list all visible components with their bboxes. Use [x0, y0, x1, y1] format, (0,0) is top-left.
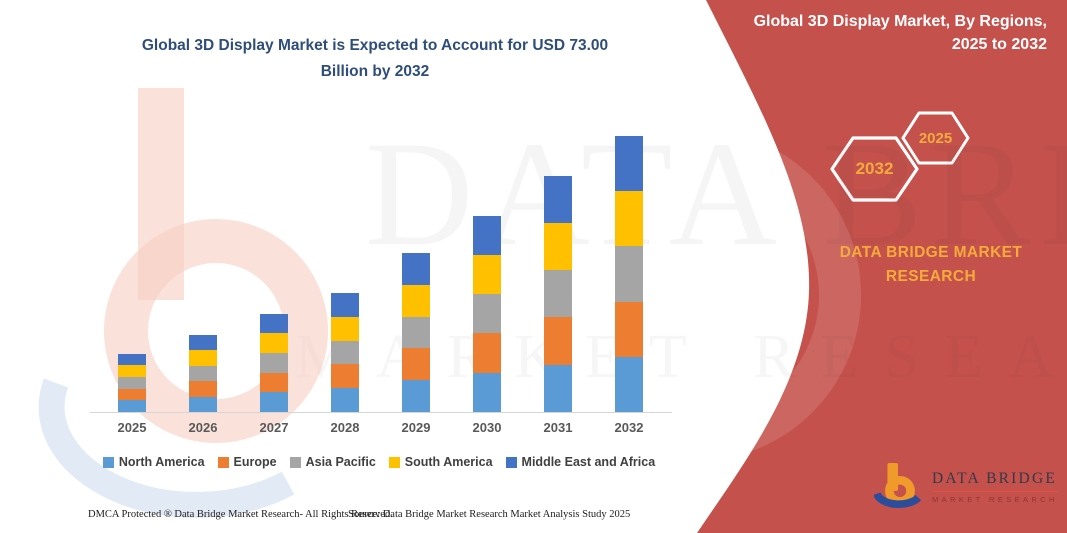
chart-title-line2: Billion by 2032	[320, 62, 430, 80]
bar-segment-2027-north-america	[260, 392, 288, 412]
red-diagonal-panel	[697, 0, 1067, 533]
bar-segment-2026-north-america	[189, 396, 217, 412]
panel-ghost-arc	[697, 129, 861, 461]
bar-segment-2032-asia-pacific	[615, 246, 643, 302]
panel-brand-line1: DATA BRIDGE MARKET	[839, 244, 1023, 261]
bar-segment-2032-south-america	[615, 191, 643, 247]
bar-segment-2029-north-america	[402, 380, 430, 412]
stacked-bar-2030	[473, 215, 501, 412]
legend-item-north-america: North America	[102, 455, 205, 469]
legend-label: Europe	[233, 455, 277, 469]
bar-segment-2031-middle-east-and-africa	[544, 175, 572, 223]
legend-swatch-icon	[388, 456, 400, 468]
legend-item-middle-east-and-africa: Middle East and Africa	[505, 455, 656, 469]
bar-segment-2025-north-america	[118, 400, 146, 412]
legend-item-asia-pacific: Asia Pacific	[289, 455, 376, 469]
legend-swatch-icon	[102, 456, 114, 468]
chart-title-line1: Global 3D Display Market is Expected to …	[141, 37, 609, 54]
bar-segment-2025-south-america	[118, 365, 146, 377]
panel-heading-line1: Global 3D Display Market, By Regions,	[753, 13, 1047, 30]
bar-segment-2029-middle-east-and-africa	[402, 253, 430, 285]
bar-segment-2032-north-america	[615, 356, 643, 412]
bar-segment-2030-south-america	[473, 254, 501, 295]
bar-segment-2031-south-america	[544, 222, 572, 271]
legend-item-south-america: South America	[388, 455, 493, 469]
badge-2032-year: 2032	[855, 159, 894, 178]
bar-segment-2025-middle-east-and-africa	[118, 353, 146, 366]
plot-area	[90, 136, 670, 412]
bar-segment-2027-south-america	[260, 333, 288, 353]
x-axis-label-2027: 2027	[259, 420, 289, 435]
stacked-bar-2026	[189, 334, 217, 412]
legend-label: South America	[404, 455, 493, 469]
bar-segment-2027-asia-pacific	[260, 352, 288, 373]
bar-segment-2026-asia-pacific	[189, 365, 217, 381]
bar-segment-2025-asia-pacific	[118, 376, 146, 389]
bar-segment-2028-middle-east-and-africa	[331, 293, 359, 317]
bar-segment-2026-europe	[189, 381, 217, 397]
legend-item-europe: Europe	[217, 455, 277, 469]
x-axis-labels: 2025 2026 2027 2028 2029 2030 2031 2032	[90, 420, 670, 438]
bar-segment-2030-middle-east-and-africa	[473, 215, 501, 255]
bar-segment-2030-north-america	[473, 372, 501, 412]
bar-segment-2029-europe	[402, 348, 430, 381]
bar-segment-2029-south-america	[402, 284, 430, 317]
bar-segment-2027-middle-east-and-africa	[260, 313, 288, 334]
bar-segment-2032-europe	[615, 301, 643, 357]
panel-heading: Global 3D Display Market, By Regions, 20…	[707, 10, 1047, 56]
x-axis-label-2025: 2025	[117, 420, 147, 435]
bar-segment-2029-asia-pacific	[402, 316, 430, 349]
stacked-bar-2025	[118, 353, 146, 412]
bar-segment-2030-asia-pacific	[473, 294, 501, 334]
x-axis-line	[90, 412, 672, 413]
legend-label: Asia Pacific	[305, 455, 376, 469]
panel-heading-line2: 2025 to 2032	[951, 36, 1047, 54]
x-axis-label-2030: 2030	[472, 420, 502, 435]
bar-segment-2028-asia-pacific	[331, 340, 359, 365]
bar-segment-2026-south-america	[189, 350, 217, 366]
bar-segment-2031-asia-pacific	[544, 270, 572, 318]
legend-label: Middle East and Africa	[521, 455, 656, 469]
bar-segment-2026-middle-east-and-africa	[189, 334, 217, 350]
bar-segment-2028-north-america	[331, 388, 359, 412]
hexagon-2032-badge	[830, 136, 919, 202]
stacked-bar-2027	[260, 313, 288, 412]
legend-swatch-icon	[289, 456, 301, 468]
bar-segment-2028-south-america	[331, 316, 359, 341]
x-axis-label-2032: 2032	[614, 420, 644, 435]
legend-swatch-icon	[505, 456, 517, 468]
chart-title: Global 3D Display Market is Expected to …	[85, 33, 665, 84]
stacked-bar-2029	[402, 253, 430, 412]
x-axis-label-2028: 2028	[330, 420, 360, 435]
bar-segment-2028-europe	[331, 364, 359, 389]
stacked-bar-2032	[615, 136, 643, 412]
logo-name: DATA BRIDGE	[932, 470, 1058, 492]
x-axis-label-2031: 2031	[543, 420, 573, 435]
logo-subtitle: MARKET RESEARCH	[932, 495, 1058, 504]
bar-segment-2031-north-america	[544, 364, 572, 412]
bar-segment-2032-middle-east-and-africa	[615, 136, 643, 192]
panel-brand-line2: RESEARCH	[885, 268, 977, 286]
legend-swatch-icon	[217, 456, 229, 468]
panel-brand-caption: DATA BRIDGE MARKET RESEARCH	[795, 241, 1067, 289]
footer-source-text: Source: Data Bridge Market Research Mark…	[348, 509, 631, 520]
chart-legend: North America Europe Asia Pacific South Ame…	[85, 455, 673, 469]
databridge-logo: DATA BRIDGE MARKET RESEARCH	[874, 461, 1058, 513]
badge-2025-year: 2025	[918, 130, 953, 147]
hexagon-2025-badge	[901, 111, 970, 165]
bar-segment-2030-europe	[473, 333, 501, 373]
stacked-bar-2028	[331, 293, 359, 412]
x-axis-label-2026: 2026	[188, 420, 218, 435]
legend-label: North America	[118, 455, 205, 469]
logo-text-block: DATA BRIDGE MARKET RESEARCH	[932, 470, 1058, 504]
stacked-bar-2031	[544, 175, 572, 412]
databridge-b-icon	[874, 462, 922, 509]
bar-segment-2031-europe	[544, 317, 572, 365]
x-axis-label-2029: 2029	[401, 420, 431, 435]
bar-segment-2027-europe	[260, 372, 288, 393]
bar-segment-2025-europe	[118, 388, 146, 401]
